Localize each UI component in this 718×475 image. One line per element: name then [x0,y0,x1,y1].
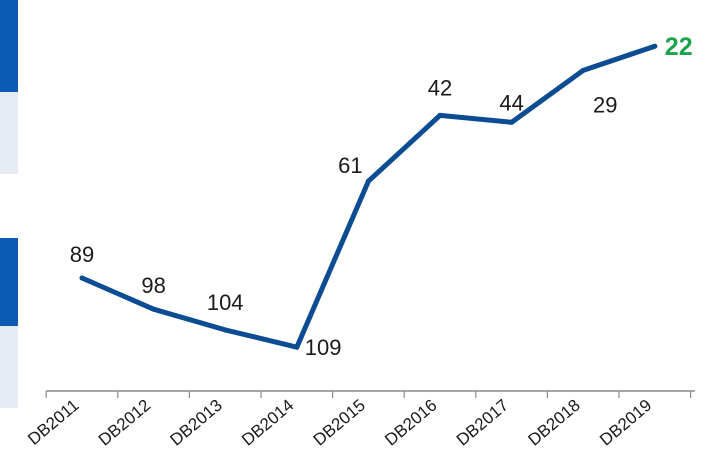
data-point [652,43,658,49]
side-bar-dark-bottom [0,238,18,326]
x-tick-label: DB2016 [381,396,440,450]
data-point [365,178,371,184]
data-point [509,119,515,125]
x-tick-label: DB2011 [24,396,82,449]
side-bar-light-bottom [0,326,18,408]
x-tick-label: DB2014 [238,396,297,450]
side-bar-light-top [0,92,18,174]
data-point [580,67,586,73]
data-point [437,112,443,118]
data-label: 22 [665,33,693,61]
data-label: 61 [338,153,362,178]
data-label: 44 [499,90,523,115]
data-label: 42 [428,75,452,100]
data-label: 89 [70,242,94,267]
x-tick-label: DB2015 [310,396,369,450]
series-line [79,43,658,350]
data-label: 104 [207,290,244,315]
data-label: 109 [305,335,342,360]
data-label: 29 [593,92,617,117]
side-bar-dark-top [0,0,18,92]
x-tick-label: DB2017 [453,396,512,450]
data-point [151,306,157,312]
data-label: 98 [141,273,165,298]
x-tick-label: DB2018 [524,396,583,450]
x-tick-label: DB2012 [95,396,154,450]
x-tick-label: DB2019 [596,396,655,450]
data-point [294,344,300,350]
data-point [79,275,85,281]
x-tick-label: DB2013 [166,396,225,450]
data-point [222,327,228,333]
